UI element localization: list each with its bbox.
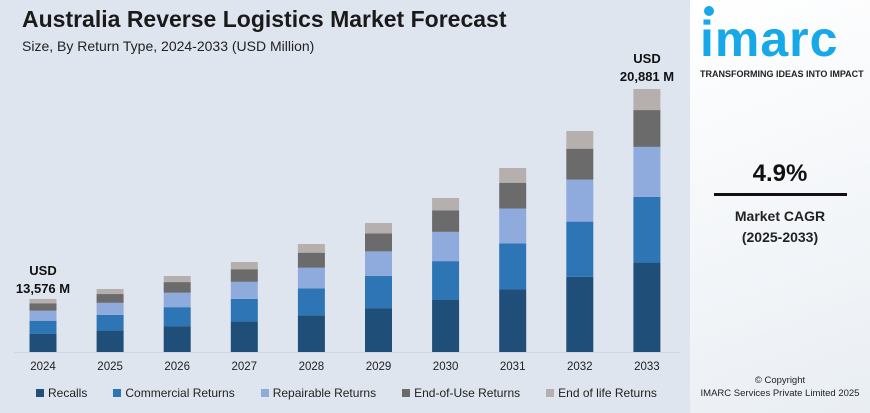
cagr-period: (2025-2033) <box>741 229 819 245</box>
legend-swatch <box>36 389 44 397</box>
x-tick-label: 2026 <box>164 361 190 373</box>
bar-segment-commercial-returns-2031 <box>499 243 527 290</box>
copyright: © Copyright <box>754 375 806 386</box>
bar-segment-end-of-use-returns-2026 <box>163 282 191 293</box>
x-tick-label: 2031 <box>500 361 526 373</box>
bar-segment-end-of-life-returns-2025 <box>96 288 124 295</box>
x-tick-label: 2030 <box>433 361 459 373</box>
bar-segment-end-of-use-returns-2031 <box>499 182 527 209</box>
bar-segment-commercial-returns-2033 <box>633 196 661 263</box>
start-annotation-currency: USD <box>29 263 57 278</box>
cagr-label-block: Market CAGR (2025-2033) <box>690 206 870 248</box>
x-tick-label: 2032 <box>567 361 593 373</box>
logo-tagline: TRANSFORMING IDEAS INTO IMPACT <box>700 69 864 79</box>
bar-segment-repairable-returns-2026 <box>163 292 191 308</box>
bar-segment-end-of-life-returns-2028 <box>297 244 325 253</box>
divider <box>714 193 847 196</box>
bar-segment-end-of-use-returns-2027 <box>230 269 258 282</box>
bar-segment-recalls-2027 <box>230 321 258 352</box>
bar-segment-recalls-2033 <box>633 262 661 352</box>
cagr-label: Market CAGR <box>734 208 826 224</box>
bar-segment-end-of-life-returns-2026 <box>163 276 191 283</box>
bar-segment-repairable-returns-2032 <box>566 179 594 222</box>
legend-item: End of life Returns <box>546 386 657 400</box>
legend-swatch <box>260 389 269 397</box>
bar-segment-end-of-use-returns-2025 <box>96 294 124 303</box>
bar-segment-end-of-use-returns-2033 <box>633 110 661 147</box>
legend-label: Recalls <box>48 386 88 400</box>
legend-label: Commercial Returns <box>125 386 235 400</box>
legend-item: Recalls <box>36 386 87 400</box>
side-panel: imarc TRANSFORMING IDEAS INTO IMPACT 4.9… <box>690 0 870 413</box>
x-tick-label: 2027 <box>232 361 258 373</box>
bar-segment-recalls-2030 <box>432 299 460 352</box>
bar-segment-commercial-returns-2032 <box>566 221 594 277</box>
bar-segment-end-of-life-returns-2030 <box>432 197 460 211</box>
bar-segment-repairable-returns-2028 <box>297 267 325 289</box>
legend-item: Repairable Returns <box>260 386 377 400</box>
start-value-annotation: USD 13,576 M <box>8 262 78 298</box>
end-annotation-currency: USD <box>633 51 661 66</box>
bar-segment-end-of-use-returns-2030 <box>432 210 460 232</box>
bar-segment-end-of-life-returns-2032 <box>566 130 594 149</box>
end-annotation-value: 20,881 M <box>619 69 675 84</box>
bar-segment-recalls-2025 <box>96 330 124 352</box>
bar-segment-end-of-life-returns-2029 <box>365 222 392 234</box>
x-tick-label: 2025 <box>97 361 123 373</box>
cagr-value: 4.9% <box>752 160 808 187</box>
end-value-annotation: USD 20,881 M <box>612 50 682 86</box>
bar-segment-recalls-2029 <box>365 308 392 352</box>
bar-segment-repairable-returns-2029 <box>365 251 392 276</box>
bar-segment-commercial-returns-2025 <box>96 314 124 331</box>
legend: Recalls Commercial Returns Repairable Retu… <box>36 386 683 400</box>
legend-item: End-of-Use Returns <box>402 386 520 400</box>
bar-segment-commercial-returns-2026 <box>163 307 191 327</box>
legend-item: Commercial Returns <box>113 386 235 400</box>
bar-segment-recalls-2026 <box>163 326 191 352</box>
chart-subtitle: Size, By Return Type, 2024-2033 (USD Mil… <box>22 38 315 54</box>
company-name: IMARC Services Private Limited 2025 <box>700 388 860 399</box>
imarc-logo: imarc <box>700 11 839 67</box>
bar-segment-end-of-use-returns-2029 <box>365 233 392 252</box>
x-tick-label: 2024 <box>30 361 56 373</box>
bar-segment-commercial-returns-2027 <box>230 298 258 322</box>
bar-segment-repairable-returns-2027 <box>230 281 258 299</box>
bar-segment-end-of-life-returns-2024 <box>29 298 57 304</box>
legend-label: End of life Returns <box>558 386 657 400</box>
bar-segment-repairable-returns-2024 <box>29 310 57 321</box>
bar-segment-end-of-life-returns-2027 <box>230 262 258 270</box>
start-annotation-value: 13,576 M <box>15 281 71 296</box>
bar-segment-end-of-use-returns-2024 <box>29 303 57 311</box>
legend-label: Repairable Returns <box>272 386 377 400</box>
bar-segment-commercial-returns-2030 <box>432 261 460 300</box>
copyright-block: © Copyright IMARC Services Private Limit… <box>690 374 870 400</box>
bar-segment-end-of-use-returns-2032 <box>566 148 594 180</box>
chart-panel: Australia Reverse Logistics Market Forec… <box>8 6 683 400</box>
bar-segment-end-of-life-returns-2031 <box>499 168 527 183</box>
x-tick-label: 2033 <box>634 361 660 373</box>
logo-dot <box>704 6 714 16</box>
bar-segment-commercial-returns-2029 <box>365 275 392 309</box>
bar-segment-commercial-returns-2024 <box>29 320 57 334</box>
bar-segment-recalls-2031 <box>499 289 527 352</box>
bar-segment-repairable-returns-2033 <box>633 146 661 197</box>
legend-swatch <box>402 389 411 397</box>
x-tick-label: 2028 <box>299 361 325 373</box>
bar-segment-recalls-2028 <box>297 315 325 352</box>
legend-swatch <box>546 389 555 397</box>
bar-segment-repairable-returns-2031 <box>499 208 527 244</box>
x-tick-label: 2029 <box>366 361 392 373</box>
stacked-bar-chart: 2024 2025 2026 2027 2028 2029 2030 2031 2032 2033 <box>14 89 680 373</box>
bar-segment-end-of-life-returns-2033 <box>633 89 661 111</box>
chart-title: Australia Reverse Logistics Market Forec… <box>22 6 507 32</box>
bar-segment-commercial-returns-2028 <box>297 288 325 316</box>
legend-label: End-of-Use Returns <box>414 386 521 400</box>
bar-segment-repairable-returns-2030 <box>432 231 460 262</box>
legend-swatch <box>113 389 122 397</box>
bar-segment-recalls-2024 <box>29 333 57 352</box>
bar-segment-recalls-2032 <box>566 276 594 352</box>
bar-segment-repairable-returns-2025 <box>96 302 124 315</box>
bar-segment-end-of-use-returns-2028 <box>297 252 325 268</box>
